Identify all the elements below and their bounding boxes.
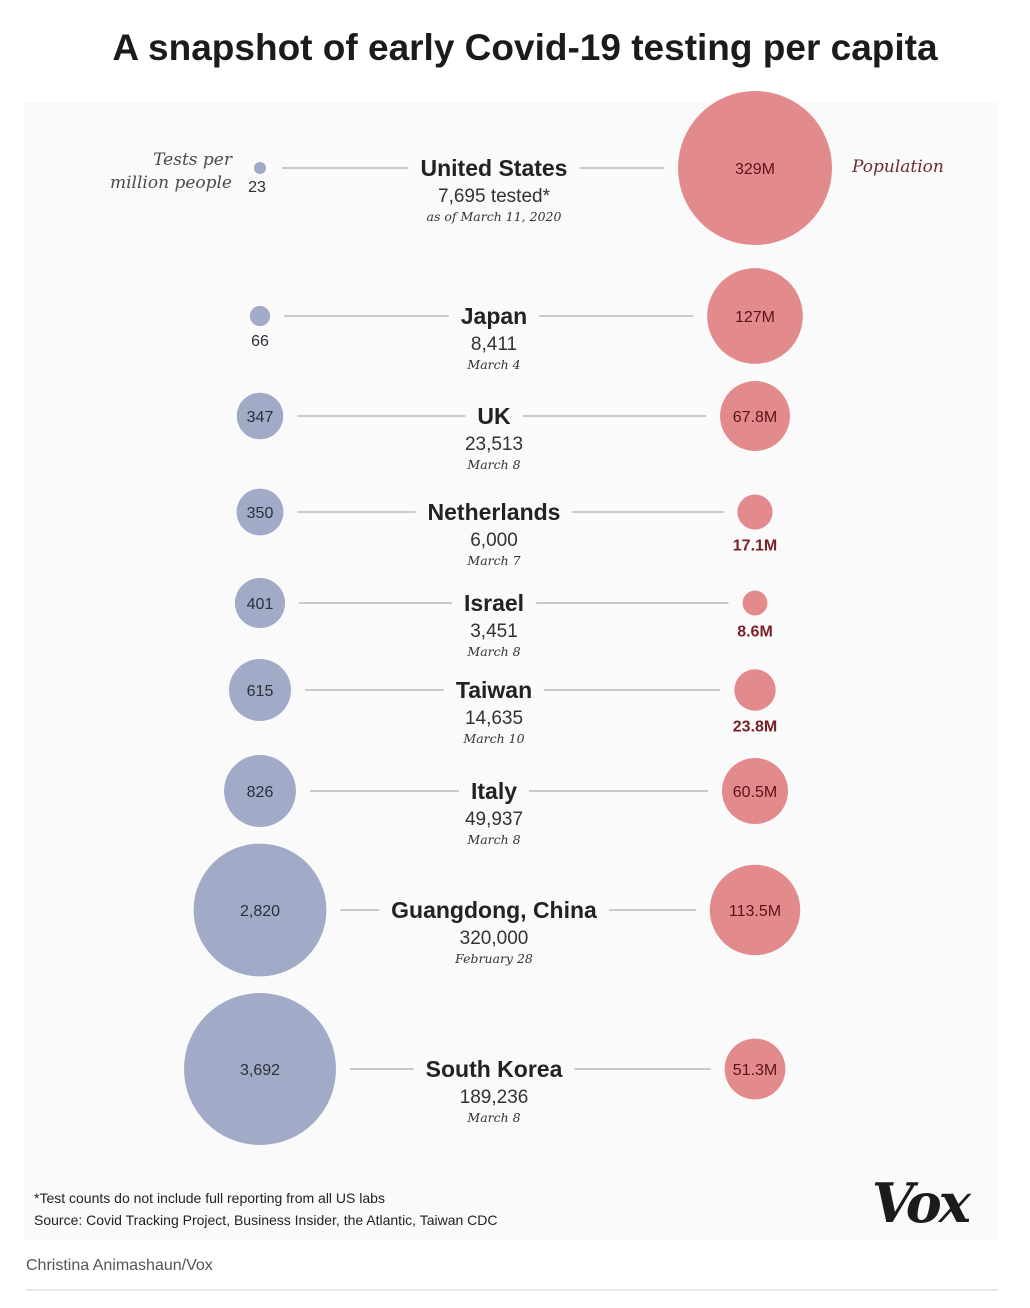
report-date: March 8 — [466, 457, 520, 472]
photo-credit: Christina Animashaun/Vox — [26, 1257, 213, 1274]
population-bubble — [734, 669, 776, 711]
country-name: Italy — [471, 778, 517, 804]
tests-count: 14,635 — [465, 708, 523, 729]
tests-count: 49,937 — [465, 809, 523, 830]
population-value: 8.6M — [737, 623, 773, 640]
tests-per-million-value: 2,820 — [240, 903, 280, 920]
tests-bubble — [224, 755, 296, 827]
country-name: Guangdong, China — [391, 897, 597, 923]
footnote: *Test counts do not include full reporti… — [34, 1190, 385, 1206]
tests-per-million-label-line1: Tests per — [153, 150, 233, 170]
tests-per-million-value: 615 — [247, 683, 274, 700]
population-bubble — [707, 268, 803, 364]
population-bubble — [737, 494, 773, 530]
report-date: March 7 — [466, 553, 520, 568]
report-date: as of March 11, 2020 — [427, 209, 562, 224]
tests-count: 6,000 — [470, 530, 518, 551]
population-value: 23.8M — [733, 719, 777, 736]
population-value: 17.1M — [733, 538, 777, 555]
vox-logo: Vox — [872, 1171, 972, 1235]
tests-bubble — [236, 392, 284, 440]
tests-per-million-value: 350 — [247, 505, 274, 522]
tests-per-million-value: 401 — [247, 596, 274, 613]
tests-bubble — [193, 843, 327, 977]
country-name: Taiwan — [456, 677, 532, 703]
tests-count: 320,000 — [460, 928, 529, 949]
tests-count: 23,513 — [465, 434, 523, 455]
source-note: Source: Covid Tracking Project, Business… — [34, 1212, 498, 1228]
bubble-rows: 23 329M United States 7,695 tested* as of Ma… — [184, 91, 832, 1145]
country-name: Netherlands — [428, 499, 561, 525]
population-value: 329M — [735, 161, 775, 178]
tests-per-million-label-line2: million people — [110, 173, 232, 193]
tests-count: 8,411 — [471, 334, 517, 355]
report-date: March 4 — [466, 357, 520, 372]
chart-title: A snapshot of early Covid-19 testing per… — [112, 27, 938, 68]
tests-per-million-value: 826 — [247, 784, 274, 801]
tests-bubble — [184, 993, 336, 1145]
tests-bubble — [249, 305, 271, 327]
tests-count: 189,236 — [460, 1087, 529, 1108]
report-date: March 8 — [466, 1110, 520, 1125]
population-value: 60.5M — [733, 784, 777, 801]
country-name: United States — [421, 155, 568, 181]
tests-per-million-value: 23 — [248, 179, 266, 196]
country-name: Israel — [464, 590, 524, 616]
report-date: March 8 — [466, 644, 520, 659]
population-bubble — [720, 381, 790, 451]
population-bubble — [724, 1038, 786, 1100]
tests-per-million-value: 3,692 — [240, 1062, 280, 1079]
population-value: 51.3M — [733, 1062, 777, 1079]
tests-count: 3,451 — [470, 621, 518, 642]
report-date: February 28 — [454, 951, 533, 966]
population-value: 67.8M — [733, 409, 777, 426]
report-date: March 8 — [466, 832, 520, 847]
tests-bubble — [234, 577, 286, 629]
population-bubble — [742, 590, 768, 616]
tests-per-million-value: 66 — [251, 333, 269, 350]
country-name: Japan — [461, 303, 527, 329]
population-value: 113.5M — [729, 903, 781, 920]
population-label: Population — [851, 157, 944, 177]
tests-per-million-value: 347 — [247, 409, 274, 426]
population-value: 127M — [735, 309, 775, 326]
tests-count: 7,695 tested* — [438, 186, 551, 207]
tests-bubble — [254, 162, 266, 174]
tests-bubble — [228, 658, 292, 722]
country-name: South Korea — [426, 1056, 563, 1082]
report-date: March 10 — [462, 731, 524, 746]
population-bubble — [709, 864, 801, 956]
tests-bubble — [236, 488, 284, 536]
population-bubble — [721, 757, 789, 825]
country-name: UK — [477, 403, 511, 429]
population-bubble — [678, 91, 832, 245]
